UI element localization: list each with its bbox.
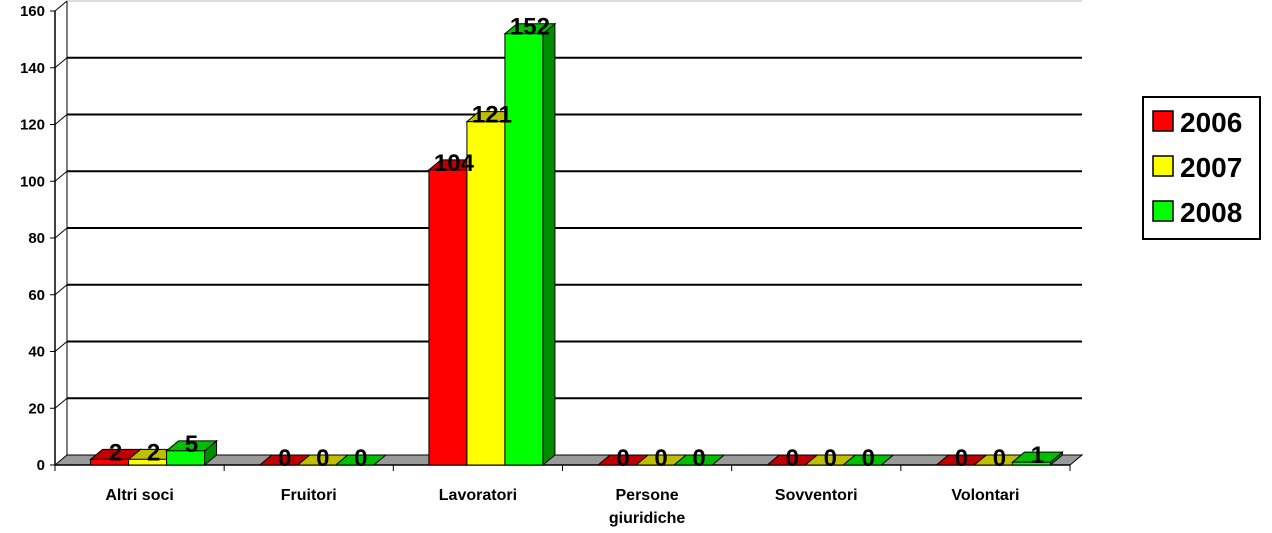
gridline-diagonal xyxy=(54,0,68,12)
bar xyxy=(1011,451,1064,467)
gridline-diagonal xyxy=(54,114,68,125)
bar-side xyxy=(542,22,556,467)
data-label: 0 xyxy=(616,445,629,472)
y-tick-label: 140 xyxy=(20,60,45,77)
legend-swatch xyxy=(1152,155,1174,177)
data-label: 104 xyxy=(434,150,475,177)
y-tick-label: 80 xyxy=(28,230,45,247)
data-label: 5 xyxy=(185,431,198,458)
legend-label: 2007 xyxy=(1180,152,1242,183)
bar xyxy=(841,454,895,466)
x-tick-label: giuridiche xyxy=(609,510,686,527)
data-label: 2 xyxy=(147,439,160,466)
bar-front xyxy=(428,169,468,466)
y-tick-label: 160 xyxy=(20,3,45,20)
x-tick-label: Fruitori xyxy=(281,487,337,504)
y-tick-label: 40 xyxy=(28,344,45,361)
x-tick-label: Volontari xyxy=(951,487,1019,504)
data-label: 152 xyxy=(510,14,550,41)
bar-top xyxy=(334,454,388,466)
gridlines xyxy=(54,0,1082,455)
legend-label: 2008 xyxy=(1180,197,1242,228)
gridline-diagonal xyxy=(54,57,68,69)
data-label: 0 xyxy=(824,445,837,472)
legend: 2006 2007 2008 xyxy=(1142,96,1261,240)
data-label: 0 xyxy=(654,445,667,472)
legend-label: 2006 xyxy=(1180,107,1242,138)
data-label: 0 xyxy=(955,445,968,472)
gridline-diagonal xyxy=(54,397,68,409)
bar-top xyxy=(841,454,895,466)
x-tick-label: Lavoratori xyxy=(439,487,517,504)
data-label: 1 xyxy=(1031,442,1044,469)
data-label: 0 xyxy=(278,445,291,472)
bar-front xyxy=(166,450,206,466)
legend-swatch xyxy=(1152,110,1174,132)
bars xyxy=(89,22,1064,467)
bar-front xyxy=(466,121,506,466)
data-label: 0 xyxy=(786,445,799,472)
x-tick-label: Persone xyxy=(616,487,679,504)
gridline-diagonal xyxy=(54,341,68,352)
y-tick-label: 20 xyxy=(28,400,45,417)
gridline-diagonal xyxy=(54,284,68,296)
x-tick-label: Altri soci xyxy=(105,487,173,504)
data-label: 0 xyxy=(862,445,875,472)
data-label: 0 xyxy=(354,445,367,472)
bar xyxy=(672,454,726,466)
bar-front xyxy=(1011,461,1051,466)
bar-front xyxy=(504,33,544,466)
gridline-diagonal xyxy=(54,170,68,182)
legend-swatch xyxy=(1152,200,1174,222)
bar xyxy=(165,439,218,467)
y-tick-label: 60 xyxy=(28,287,45,304)
bar xyxy=(503,22,557,467)
data-label: 0 xyxy=(993,445,1006,472)
y-tick-label: 120 xyxy=(20,117,45,134)
y-tick-label: 100 xyxy=(20,173,45,190)
x-tick-label: Sovventori xyxy=(775,487,858,504)
data-label: 121 xyxy=(472,102,512,129)
gridline-diagonal xyxy=(54,227,68,239)
bar xyxy=(334,454,388,466)
bar-top xyxy=(672,454,726,466)
data-label: 0 xyxy=(692,445,705,472)
data-label: 0 xyxy=(316,445,329,472)
y-tick-label: 0 xyxy=(37,457,45,474)
data-label: 2 xyxy=(109,439,122,466)
